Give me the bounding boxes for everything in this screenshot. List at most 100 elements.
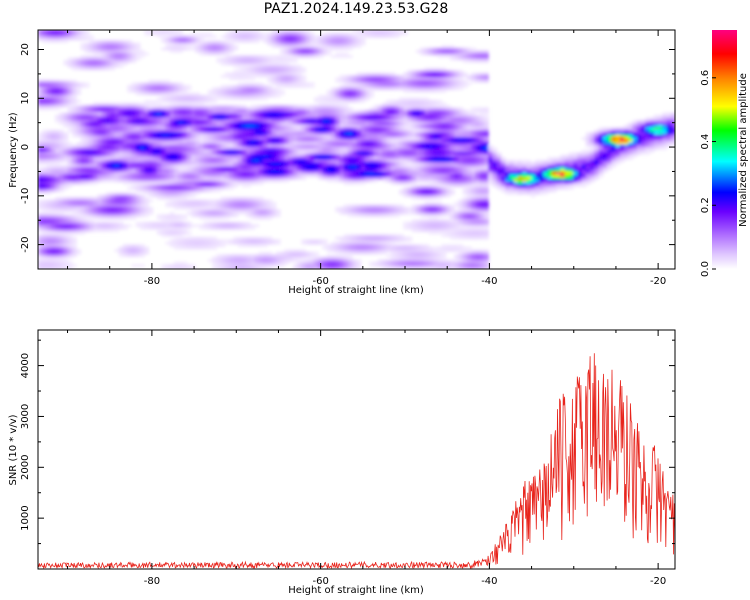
heatmap-cell bbox=[284, 34, 290, 39]
heatmap-cell bbox=[122, 164, 128, 168]
heatmap-cell bbox=[152, 159, 158, 163]
heatmap-cell bbox=[348, 79, 353, 83]
heatmap-cell bbox=[441, 156, 447, 161]
heatmap-cell bbox=[71, 32, 77, 36]
heatmap-cell bbox=[445, 144, 451, 148]
heatmap-cell bbox=[581, 159, 587, 163]
heatmap-cell bbox=[411, 104, 417, 108]
heatmap-cell bbox=[246, 132, 251, 136]
heatmap-cell bbox=[314, 147, 319, 151]
heatmap-cell bbox=[182, 149, 188, 153]
heatmap-cell bbox=[105, 166, 111, 171]
heatmap-cell bbox=[441, 79, 447, 83]
heatmap-cell bbox=[280, 77, 285, 81]
heatmap-cell bbox=[178, 149, 183, 153]
heatmap-cell bbox=[364, 156, 370, 161]
heatmap-cell bbox=[479, 117, 485, 121]
heatmap-cell bbox=[407, 129, 413, 133]
heatmap-cell bbox=[135, 169, 141, 173]
heatmap-cell bbox=[326, 117, 332, 121]
heatmap-cell bbox=[598, 144, 604, 148]
heatmap-cell bbox=[59, 122, 65, 126]
heatmap-cell bbox=[50, 84, 56, 88]
heatmap-cell bbox=[284, 59, 290, 63]
heatmap-cell bbox=[288, 149, 294, 153]
heatmap-cell bbox=[284, 139, 290, 143]
heatmap-cell bbox=[471, 154, 477, 158]
heatmap-cell bbox=[195, 37, 200, 41]
heatmap-cell bbox=[496, 159, 502, 163]
heatmap-cell bbox=[288, 72, 294, 76]
heatmap-cell bbox=[105, 42, 111, 46]
heatmap-cell bbox=[551, 159, 557, 163]
heatmap-cell bbox=[505, 159, 510, 163]
heatmap-cell bbox=[445, 112, 451, 116]
heatmap-cell bbox=[322, 112, 328, 116]
heatmap-cell bbox=[250, 151, 256, 156]
heatmap-cell bbox=[144, 107, 150, 111]
heatmap-cell bbox=[607, 137, 612, 141]
heatmap-cell bbox=[127, 104, 133, 108]
heatmap-cell bbox=[80, 161, 86, 166]
heatmap-cell bbox=[602, 154, 608, 158]
heatmap-cell bbox=[161, 97, 166, 101]
heatmap-cell bbox=[237, 124, 243, 128]
heatmap-cell bbox=[331, 44, 336, 49]
heatmap-cell bbox=[169, 30, 175, 34]
heatmap-cell bbox=[288, 164, 294, 168]
heatmap-cell bbox=[424, 102, 430, 106]
heatmap-cell bbox=[645, 127, 651, 131]
heatmap-cell bbox=[432, 151, 438, 156]
heatmap-cell bbox=[122, 112, 128, 116]
heatmap-cell bbox=[135, 117, 141, 121]
heatmap-cell bbox=[50, 142, 56, 146]
heatmap-cell bbox=[118, 122, 124, 126]
heatmap-cell bbox=[645, 124, 651, 128]
heatmap-cell bbox=[292, 57, 298, 61]
heatmap-cell bbox=[292, 119, 298, 123]
heatmap-cell bbox=[97, 149, 103, 153]
heatmap-cell bbox=[50, 164, 56, 168]
heatmap-cell bbox=[348, 149, 353, 153]
heatmap-cell bbox=[135, 109, 141, 113]
heatmap-cell bbox=[424, 82, 430, 86]
heatmap-cell bbox=[411, 169, 417, 173]
heatmap-cell bbox=[254, 129, 260, 133]
heatmap-cell bbox=[305, 117, 311, 121]
heatmap-cell bbox=[420, 134, 426, 138]
heatmap-cell bbox=[156, 164, 162, 168]
heatmap-cell bbox=[271, 161, 277, 166]
heatmap-cell bbox=[658, 137, 663, 141]
heatmap-cell bbox=[127, 59, 133, 63]
heatmap-cell bbox=[54, 174, 60, 178]
heatmap-cell bbox=[424, 74, 430, 78]
heatmap-cell bbox=[670, 139, 675, 143]
heatmap-cell bbox=[212, 47, 217, 51]
heatmap-cell bbox=[148, 124, 154, 128]
heatmap-cell bbox=[105, 59, 111, 63]
heatmap-cell bbox=[373, 77, 379, 81]
heatmap-cell bbox=[297, 151, 302, 156]
heatmap-cell bbox=[305, 37, 311, 41]
heatmap-cell bbox=[577, 169, 583, 173]
heatmap-cell bbox=[360, 79, 366, 83]
heatmap-cell bbox=[386, 171, 392, 175]
heatmap-cell bbox=[475, 154, 481, 158]
heatmap-cell bbox=[309, 151, 315, 156]
heatmap-cell bbox=[224, 94, 230, 98]
heatmap-cell bbox=[233, 159, 239, 163]
heatmap-cell bbox=[212, 139, 217, 143]
heatmap-cell bbox=[80, 159, 86, 163]
heatmap-cell bbox=[233, 119, 239, 123]
heatmap-cell bbox=[246, 147, 251, 151]
heatmap-cell bbox=[131, 169, 137, 173]
heatmap-cell bbox=[458, 122, 464, 126]
heatmap-cell bbox=[343, 137, 349, 141]
heatmap-cell bbox=[488, 144, 493, 148]
heatmap-cell bbox=[38, 87, 43, 91]
heatmap-cell bbox=[63, 62, 69, 66]
heatmap-cell bbox=[50, 30, 56, 34]
heatmap-cell bbox=[352, 137, 358, 141]
heatmap-cell bbox=[80, 44, 86, 49]
heatmap-cell bbox=[364, 74, 370, 78]
